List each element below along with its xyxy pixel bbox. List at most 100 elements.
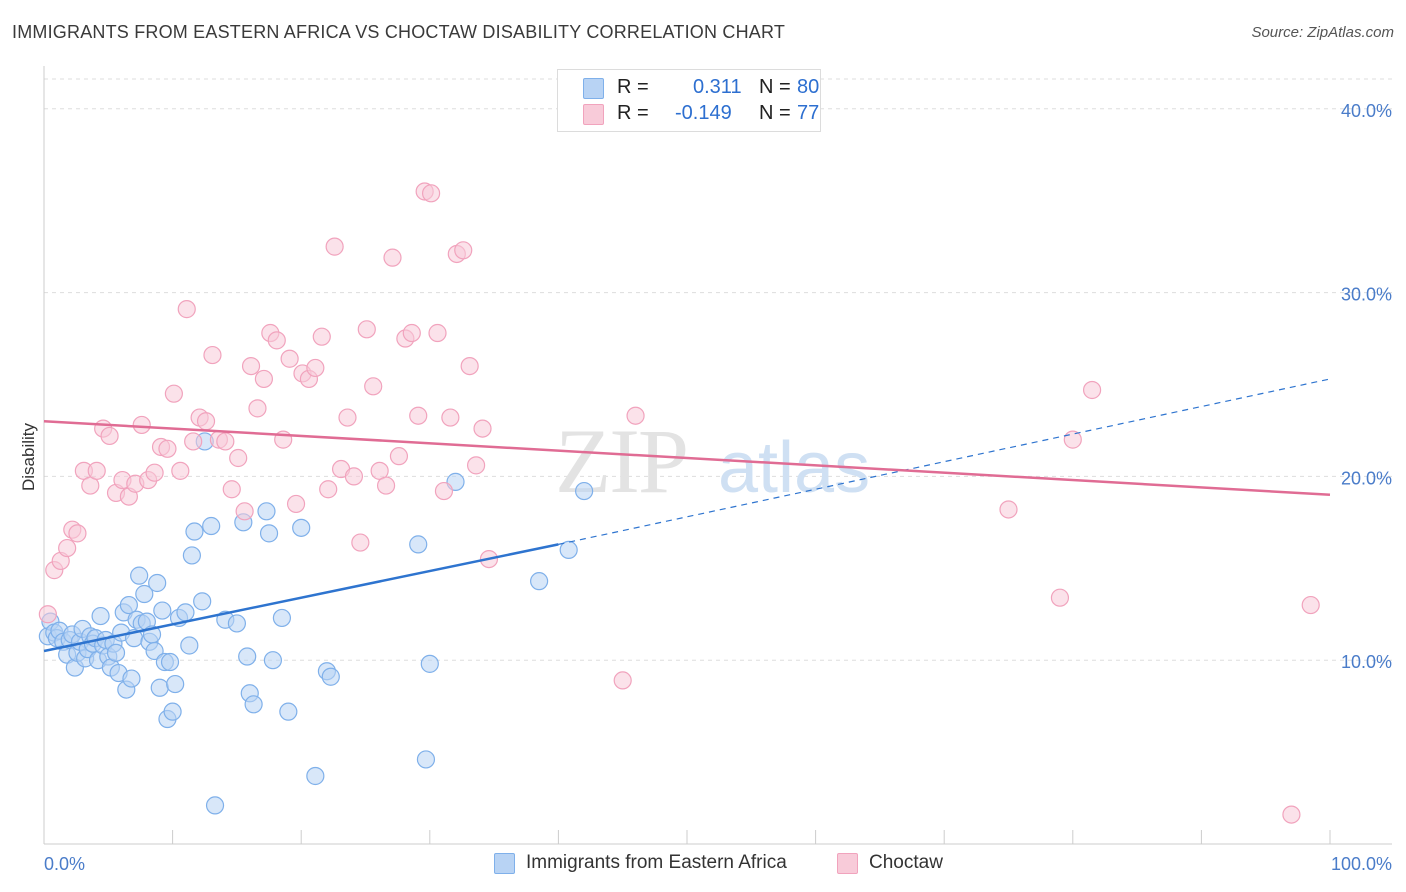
data-point bbox=[163, 702, 182, 721]
data-point bbox=[402, 323, 421, 343]
data-point bbox=[176, 603, 195, 622]
data-point bbox=[229, 448, 248, 468]
series-immigrants-points bbox=[38, 432, 594, 815]
data-point bbox=[1063, 430, 1082, 449]
data-point bbox=[559, 540, 578, 560]
data-point bbox=[466, 456, 486, 475]
data-point bbox=[180, 636, 199, 655]
legend-r-label: R = bbox=[617, 76, 649, 98]
data-point bbox=[259, 524, 279, 543]
bottom-swatch-choctaw bbox=[837, 853, 858, 874]
data-point bbox=[1301, 595, 1320, 615]
data-point bbox=[292, 518, 311, 537]
data-point bbox=[263, 651, 283, 670]
data-point bbox=[1282, 805, 1301, 824]
tick-labels: 10.0% 20.0% 30.0% 40.0% 0.0% 100.0% bbox=[44, 101, 1392, 874]
data-point bbox=[164, 384, 183, 403]
data-point bbox=[613, 671, 632, 690]
data-point bbox=[1082, 380, 1102, 400]
y-axis-title: Disability bbox=[19, 422, 38, 491]
data-point bbox=[148, 573, 167, 593]
data-point bbox=[106, 643, 126, 662]
data-point bbox=[202, 516, 221, 536]
data-point bbox=[454, 241, 473, 260]
data-point bbox=[58, 538, 77, 558]
data-point bbox=[416, 750, 436, 769]
stats-legend: R = 0.311 N = 80 R = -0.149 N = 77 bbox=[557, 69, 821, 132]
data-point bbox=[227, 614, 246, 633]
legend-n-value: 77 bbox=[797, 102, 820, 124]
data-point bbox=[286, 494, 306, 514]
data-point bbox=[383, 248, 402, 267]
data-point bbox=[177, 300, 196, 319]
y-tick-label: 20.0% bbox=[1341, 468, 1392, 488]
source-label: Source: ZipAtlas.com bbox=[1251, 24, 1394, 41]
legend-n-label: N = bbox=[759, 76, 791, 98]
data-point bbox=[130, 566, 149, 585]
legend-n-value: 80 bbox=[797, 76, 820, 98]
legend-swatch-choctaw bbox=[583, 104, 604, 125]
data-point bbox=[244, 695, 263, 714]
bottom-legend-label: Choctaw bbox=[869, 852, 943, 873]
bottom-legend-label: Immigrants from Eastern Africa bbox=[526, 852, 787, 873]
bottom-swatch-immigrants bbox=[494, 853, 515, 874]
data-point bbox=[248, 399, 267, 418]
legend-r-value: 0.311 bbox=[693, 76, 742, 98]
data-point bbox=[87, 461, 106, 480]
data-point bbox=[279, 702, 298, 721]
legend-swatch-immigrants bbox=[583, 78, 604, 99]
data-point bbox=[421, 184, 441, 203]
data-point bbox=[420, 654, 439, 673]
data-point bbox=[280, 349, 299, 368]
data-point bbox=[999, 500, 1018, 519]
data-point bbox=[319, 480, 338, 499]
data-point bbox=[132, 415, 151, 435]
data-point bbox=[575, 481, 594, 501]
data-point bbox=[257, 502, 276, 521]
data-point bbox=[153, 601, 172, 620]
data-point bbox=[145, 463, 164, 482]
data-point bbox=[312, 327, 331, 346]
data-point bbox=[100, 426, 119, 446]
data-point bbox=[428, 323, 447, 343]
data-point bbox=[160, 652, 180, 672]
data-point bbox=[203, 345, 222, 365]
data-point bbox=[321, 667, 340, 686]
legend-n-label: N = bbox=[759, 102, 791, 124]
data-point bbox=[409, 406, 428, 425]
data-point bbox=[241, 356, 261, 376]
data-point bbox=[351, 533, 370, 552]
trend-line bbox=[43, 419, 1331, 497]
data-point bbox=[1050, 588, 1070, 607]
data-point bbox=[306, 766, 325, 786]
data-point bbox=[182, 546, 201, 565]
data-point bbox=[38, 605, 57, 624]
data-point bbox=[158, 439, 177, 458]
data-point bbox=[166, 674, 185, 694]
watermark-zip: ZIP bbox=[555, 410, 687, 512]
data-point bbox=[272, 608, 292, 628]
trend-lines bbox=[43, 378, 1331, 653]
data-point bbox=[364, 377, 383, 396]
y-tick-label: 10.0% bbox=[1341, 652, 1392, 672]
data-point bbox=[441, 408, 460, 427]
data-point bbox=[460, 356, 479, 376]
legend-r-label: R = bbox=[617, 102, 649, 124]
y-tick-label: 30.0% bbox=[1341, 285, 1392, 305]
data-point bbox=[150, 678, 169, 697]
watermark: ZIP atlas bbox=[555, 410, 870, 512]
data-point bbox=[338, 408, 357, 427]
data-point bbox=[530, 572, 549, 591]
data-point bbox=[344, 467, 364, 486]
data-point bbox=[325, 237, 344, 256]
data-point bbox=[473, 419, 492, 438]
data-point bbox=[235, 502, 254, 521]
data-point bbox=[193, 592, 212, 611]
axes bbox=[43, 66, 1392, 845]
data-point bbox=[68, 524, 87, 543]
data-point bbox=[216, 432, 235, 451]
data-point bbox=[184, 432, 203, 451]
chart-title: IMMIGRANTS FROM EASTERN AFRICA VS CHOCTA… bbox=[12, 22, 786, 42]
data-point bbox=[389, 447, 409, 466]
data-point bbox=[205, 796, 225, 815]
